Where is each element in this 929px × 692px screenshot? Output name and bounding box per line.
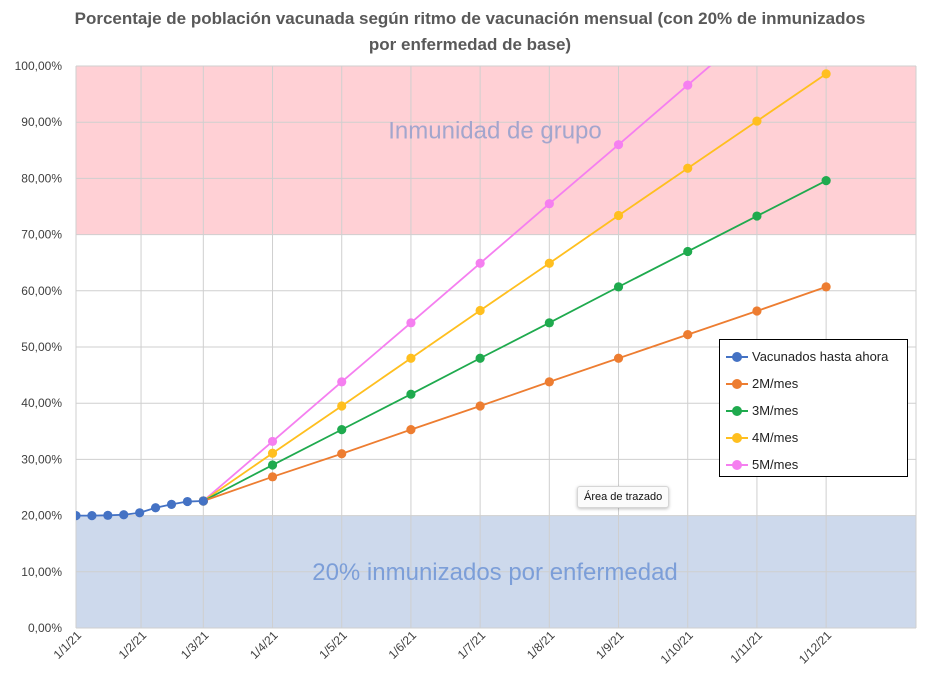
band-labels-layer: Inmunidad de grupo 20% inmunizados por en… [312,118,678,586]
data-point-5m-mes[interactable] [613,140,624,150]
legend-item[interactable]: 2M/mes [720,370,907,397]
chart-title: Porcentaje de población vacunada según r… [74,9,866,54]
band-label-0: Inmunidad de grupo [388,118,602,145]
series-clip-group [71,0,831,521]
y-tick-label: 60,00% [21,284,62,298]
data-point-4m-mes[interactable] [337,401,347,411]
data-point-3m-mes[interactable] [752,211,762,221]
data-point-2m-mes[interactable] [752,306,762,316]
data-point-2m-mes[interactable] [337,449,347,459]
data-point-vacunados-hasta-ahora[interactable] [198,496,208,506]
data-point-2m-mes[interactable] [406,425,416,435]
data-point-vacunados-hasta-ahora[interactable] [87,510,97,521]
y-tick-label: 80,00% [21,171,62,185]
x-tick-label: 1/12/21 [796,628,834,666]
data-point-vacunados-hasta-ahora[interactable] [103,510,113,520]
data-point-3m-mes[interactable] [406,389,416,399]
series-line-3m-mes[interactable] [202,179,827,502]
band-0 [76,66,916,235]
y-tick-label: 40,00% [21,396,62,410]
series-line-4m-mes[interactable] [202,73,827,502]
data-point-5m-mes[interactable] [752,21,761,30]
legend-item[interactable]: 4M/mes [720,424,907,451]
data-point-3m-mes[interactable] [475,353,485,363]
x-tick-label: 1/11/21 [727,628,765,666]
data-point-4m-mes[interactable] [406,353,416,363]
data-point-vacunados-hasta-ahora[interactable] [150,503,161,513]
plot-area-tooltip: Área de trazado [577,486,670,508]
legend-swatch [726,351,748,363]
data-point-vacunados-hasta-ahora[interactable] [119,510,129,520]
legend-label: 5M/mes [752,457,799,472]
data-point-2m-mes[interactable] [267,472,278,482]
data-point-vacunados-hasta-ahora[interactable] [135,508,145,518]
data-point-3m-mes[interactable] [821,176,831,186]
x-tick-label: 1/3/21 [178,628,212,662]
data-point-4m-mes[interactable] [613,210,624,221]
x-tick-label: 1/5/21 [316,628,350,662]
y-tick-label: 0,00% [28,621,62,635]
legend-item[interactable]: 5M/mes [720,451,907,478]
legend-swatch [726,432,748,444]
data-point-4m-mes[interactable] [821,69,831,79]
y-tick-label: 100,00% [15,59,63,73]
x-tick-label: 1/7/21 [455,628,489,662]
legend-label: Vacunados hasta ahora [752,349,889,364]
data-point-4m-mes[interactable] [544,258,554,268]
data-point-2m-mes[interactable] [821,282,831,292]
data-point-3m-mes[interactable] [544,318,554,328]
series-line-2m-mes[interactable] [203,286,827,502]
x-tick-label: 1/6/21 [386,628,420,662]
data-point-2m-mes[interactable] [544,377,554,387]
y-tick-label: 90,00% [21,115,62,129]
legend-swatch [726,459,748,471]
y-tick-label: 10,00% [21,565,62,579]
data-point-5m-mes[interactable] [544,199,554,209]
data-point-3m-mes[interactable] [683,246,693,257]
legend[interactable]: Vacunados hasta ahora 2M/mes 3M/mes 4M/mes 5… [719,339,908,477]
legend-label: 2M/mes [752,376,799,391]
y-tick-label: 50,00% [21,340,62,354]
legend-swatch [726,378,748,390]
legend-swatch [726,405,748,417]
data-point-5m-mes[interactable] [683,80,693,90]
data-point-4m-mes[interactable] [267,448,278,458]
legend-item[interactable]: Vacunados hasta ahora [720,343,907,370]
x-tick-label: 1/10/21 [658,628,696,666]
y-tick-label: 30,00% [21,452,62,466]
data-point-5m-mes[interactable] [267,436,278,447]
x-tick-label: 1/4/21 [247,628,281,662]
y-tick-label: 20,00% [21,509,62,523]
y-tick-label: 70,00% [21,228,62,242]
legend-item[interactable]: 3M/mes [720,397,907,424]
band-label-1: 20% inmunizados por enfermedad [312,559,678,586]
data-point-2m-mes[interactable] [613,353,624,363]
data-point-4m-mes[interactable] [475,305,485,316]
data-point-vacunados-hasta-ahora[interactable] [166,499,177,509]
legend-label: 4M/mes [752,430,799,445]
data-point-5m-mes[interactable] [406,318,416,328]
data-point-4m-mes[interactable] [683,163,693,173]
series-layer [71,0,831,521]
data-point-5m-mes[interactable] [337,377,347,387]
data-point-5m-mes[interactable] [475,258,485,268]
data-point-vacunados-hasta-ahora[interactable] [71,511,81,521]
data-point-3m-mes[interactable] [613,282,624,292]
x-tick-label: 1/8/21 [524,628,558,662]
grid-layer [75,65,917,629]
data-point-4m-mes[interactable] [752,116,762,126]
data-point-2m-mes[interactable] [475,401,485,411]
series-line-5m-mes[interactable] [202,0,826,502]
data-point-vacunados-hasta-ahora[interactable] [182,496,193,507]
data-point-3m-mes[interactable] [337,425,347,435]
data-point-3m-mes[interactable] [267,460,278,470]
x-tick-label: 1/2/21 [116,628,150,662]
x-tick-label: 1/9/21 [593,628,627,662]
data-point-2m-mes[interactable] [683,330,693,340]
legend-label: 3M/mes [752,403,799,418]
